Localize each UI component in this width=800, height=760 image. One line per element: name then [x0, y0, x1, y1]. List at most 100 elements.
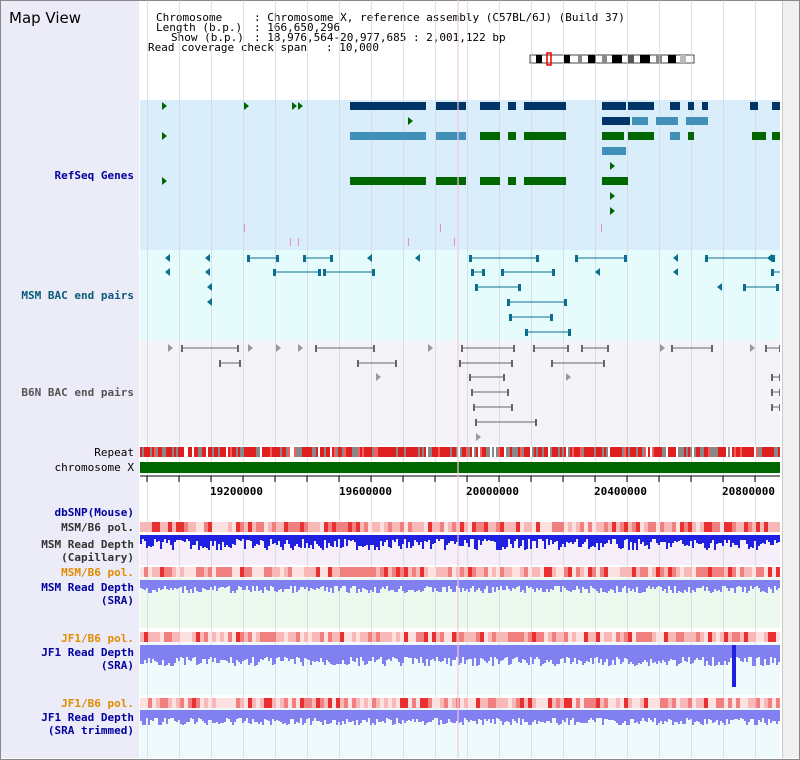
depth-bar-capillary — [148, 535, 150, 546]
depth-bar-msm-sra — [748, 580, 750, 591]
depth-bar-jf1-trim — [262, 710, 264, 725]
repeat-segment — [616, 447, 618, 457]
depth-bar-jf1-sra — [200, 645, 202, 663]
depth-bar-capillary — [394, 535, 396, 542]
gene-block — [688, 132, 694, 140]
depth-bar-msm-sra — [176, 580, 178, 589]
repeat-segment — [494, 447, 496, 457]
depth-bar-jf1-trim — [204, 710, 206, 723]
depth-bar-capillary — [300, 535, 302, 548]
polymorphism-cell — [608, 698, 612, 708]
gene-block — [350, 177, 426, 185]
depth-bar-jf1-sra — [676, 645, 678, 666]
repeat-segment — [742, 447, 744, 457]
repeat-segment — [328, 447, 330, 457]
polymorphism-cell — [532, 632, 536, 642]
repeat-segment — [740, 447, 742, 457]
polymorphism-cell — [720, 698, 724, 708]
depth-bar-msm-sra — [170, 580, 172, 588]
polymorphism-cell — [468, 522, 472, 532]
repeat-segment — [322, 447, 324, 457]
depth-bar-capillary — [606, 535, 608, 543]
polymorphism-cell — [184, 522, 188, 532]
depth-bar-msm-sra — [180, 580, 182, 587]
track-label-b6n-bac[interactable]: B6N BAC end pairs — [21, 386, 134, 399]
depth-bar-jf1-trim — [658, 710, 660, 723]
depth-bar-jf1-sra — [356, 645, 358, 658]
depth-bar-msm-sra — [230, 580, 232, 593]
polymorphism-cell — [668, 632, 672, 642]
tracks-canvas[interactable] — [140, 0, 780, 758]
depth-bar-jf1-trim — [694, 710, 696, 722]
depth-bar-msm-sra — [660, 580, 662, 587]
polymorphism-cell — [184, 698, 188, 708]
track-label-refseq[interactable]: RefSeq Genes — [54, 169, 134, 182]
polymorphism-cell — [776, 567, 780, 577]
depth-bar-capillary — [732, 535, 734, 543]
repeat-segment — [350, 447, 352, 457]
depth-bar-msm-sra — [140, 580, 142, 588]
gene-block — [436, 177, 466, 185]
depth-bar-msm-sra — [728, 580, 730, 591]
bac-pair-end — [607, 345, 609, 352]
track-label-msm-bac[interactable]: MSM BAC end pairs — [21, 289, 134, 302]
polymorphism-cell — [564, 698, 568, 708]
depth-bar-jf1-trim — [626, 710, 628, 725]
repeat-segment — [242, 447, 244, 457]
track-label-dbsnp[interactable]: dbSNP(Mouse) — [54, 506, 134, 519]
depth-bar-capillary — [350, 535, 352, 541]
depth-bar-jf1-sra — [328, 645, 330, 662]
depth-bar-jf1-sra — [408, 645, 410, 658]
depth-bar-msm-sra — [764, 580, 766, 592]
polymorphism-cell — [484, 567, 488, 577]
depth-bar-capillary — [564, 535, 566, 547]
depth-bar-capillary — [384, 535, 386, 542]
polymorphism-cell — [216, 567, 220, 577]
depth-bar-jf1-sra — [686, 645, 688, 662]
depth-bar-capillary — [162, 535, 164, 542]
depth-bar-msm-sra — [330, 580, 332, 588]
depth-bar-capillary — [660, 535, 662, 542]
polymorphism-cell — [628, 522, 632, 532]
depth-bar-jf1-sra — [286, 645, 288, 658]
repeat-segment — [414, 447, 416, 457]
scrollbar[interactable] — [782, 1, 799, 758]
polymorphism-cell — [200, 567, 204, 577]
depth-bar-jf1-trim — [258, 710, 260, 724]
polymorphism-cell — [356, 567, 360, 577]
depth-bar-jf1-trim — [224, 710, 226, 722]
depth-bar-jf1-sra — [576, 645, 578, 664]
header-length-value: : 166,650,296 — [254, 21, 341, 34]
polymorphism-cell — [728, 567, 732, 577]
depth-bar-jf1-trim — [264, 710, 266, 719]
depth-bar-msm-sra — [522, 580, 524, 590]
bac-pair-end — [461, 345, 463, 352]
depth-bar-jf1-trim — [364, 710, 366, 720]
polymorphism-cell — [748, 522, 752, 532]
polymorphism-cell — [644, 698, 648, 708]
depth-bar-msm-sra — [312, 580, 314, 589]
depth-bar-jf1-sra — [272, 645, 274, 665]
depth-bar-capillary — [712, 535, 714, 540]
depth-bar-jf1-sra — [392, 645, 394, 657]
polymorphism-cell — [404, 567, 408, 577]
depth-bar-capillary — [404, 535, 406, 539]
depth-bar-jf1-sra — [300, 645, 302, 662]
polymorphism-cell — [740, 567, 744, 577]
polymorphism-cell — [552, 567, 556, 577]
bac-pair-end — [771, 389, 773, 396]
depth-bar-jf1-trim — [170, 710, 172, 718]
polymorphism-cell — [636, 567, 640, 577]
depth-bar-msm-sra — [442, 580, 444, 587]
repeat-segment — [142, 447, 144, 457]
depth-bar-capillary — [620, 535, 622, 549]
depth-bar-msm-sra — [564, 580, 566, 588]
depth-bar-msm-sra — [628, 580, 630, 588]
depth-bar-jf1-trim — [464, 710, 466, 718]
depth-bar-msm-sra — [574, 580, 576, 590]
repeat-segment — [746, 447, 748, 457]
depth-bar-jf1-trim — [244, 710, 246, 721]
polymorphism-cell — [264, 632, 268, 642]
depth-bar-jf1-sra — [736, 645, 738, 657]
depth-bar-capillary — [742, 535, 744, 540]
